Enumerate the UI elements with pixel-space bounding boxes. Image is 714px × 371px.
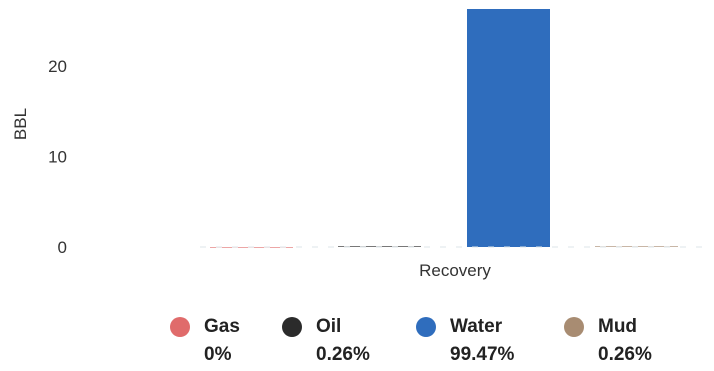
oil-dot-icon — [282, 317, 302, 337]
y-tick-label: 20 — [48, 57, 67, 76]
y-tick-label: 10 — [48, 148, 67, 167]
gas-dot-icon — [170, 317, 190, 337]
y-tick-label: 0 — [58, 238, 67, 257]
y-axis-label: BBL — [11, 108, 30, 140]
legend-water-percent: 99.47% — [450, 344, 515, 365]
x-axis-label: Recovery — [419, 261, 491, 280]
legend-oil-percent: 0.26% — [316, 344, 370, 365]
water-dot-icon — [416, 317, 436, 337]
legend-gas-percent: 0% — [204, 344, 232, 365]
legend-gas-label: Gas — [204, 316, 240, 337]
bar-water[interactable] — [467, 9, 550, 247]
bars — [210, 9, 678, 248]
legend-oil-label: Oil — [316, 316, 342, 337]
y-axis-ticks: 0 10 20 — [48, 57, 67, 257]
legend-water-label: Water — [450, 316, 503, 337]
legend-mud-percent: 0.26% — [598, 344, 652, 365]
legend: Gas 0% Oil 0.26% Water 99.47% Mud 0.26% — [0, 314, 714, 371]
mud-dot-icon — [564, 317, 584, 337]
legend-mud-label: Mud — [598, 316, 638, 337]
